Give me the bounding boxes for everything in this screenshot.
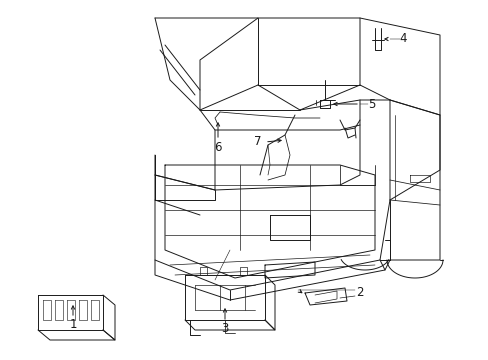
Text: 1: 1: [69, 319, 77, 332]
Text: 7: 7: [254, 135, 261, 148]
Text: 5: 5: [367, 98, 375, 111]
Text: 6: 6: [214, 141, 221, 154]
Text: 4: 4: [398, 32, 406, 45]
Text: 2: 2: [356, 285, 363, 298]
Text: 3: 3: [221, 323, 228, 336]
